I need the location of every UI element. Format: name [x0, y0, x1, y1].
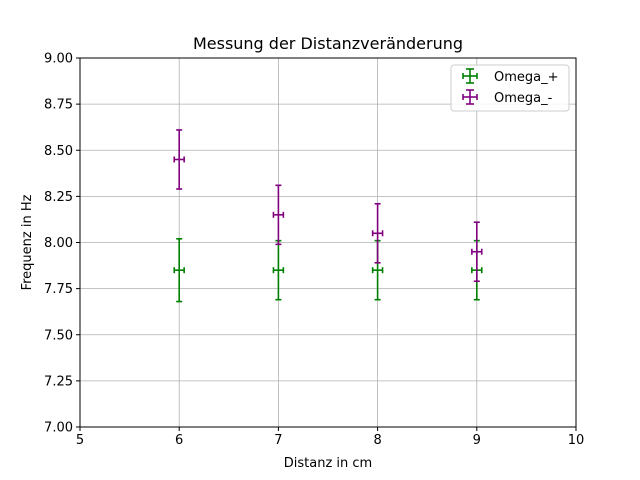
x-tick-label: 8: [373, 433, 381, 448]
x-tick-label: 5: [76, 433, 84, 448]
error-point: [272, 239, 285, 301]
error-point: [471, 221, 483, 283]
y-tick-label: 8.75: [44, 98, 73, 113]
y-tick-label: 7.00: [44, 421, 73, 436]
grid: [79, 57, 577, 428]
y-axis-label: Frequenz in Hz: [20, 194, 35, 290]
error-point: [272, 184, 285, 246]
legend-item: Omega_-: [462, 89, 553, 106]
x-tick-label: 10: [568, 433, 585, 448]
x-tick-label: 6: [175, 433, 183, 448]
x-axis-label: Distanz in cm: [284, 456, 372, 471]
legend-item: Omega_+: [462, 68, 559, 85]
legend: Omega_+ Omega_-: [450, 64, 570, 112]
legend-label: Omega_-: [494, 91, 553, 106]
chart-title: Messung der Distanzveränderung: [193, 34, 463, 53]
series-layer: [173, 129, 483, 303]
series-1: [173, 238, 483, 303]
y-tick-label: 8.25: [44, 190, 73, 205]
error-point: [173, 238, 185, 303]
legend-label: Omega_+: [494, 70, 559, 85]
y-tick-label: 7.50: [44, 328, 73, 343]
x-tick-label: 7: [274, 433, 282, 448]
y-tick-label: 8.00: [44, 236, 73, 251]
y-tick-label: 7.75: [44, 282, 73, 297]
error-point: [173, 129, 185, 190]
x-tick-label: 9: [473, 433, 481, 448]
error-point: [371, 202, 384, 264]
legend-box: [450, 64, 570, 112]
y-tick-label: 9.00: [44, 52, 73, 67]
y-tick-label: 8.50: [44, 144, 73, 159]
series-2: [173, 129, 483, 283]
y-tick-label: 7.25: [44, 374, 73, 389]
ticks: 5 6 7 8 9 10 7.00 7.25 7.50 7.75 8.00 8.25 8.50 8.75 9…: [44, 52, 584, 449]
